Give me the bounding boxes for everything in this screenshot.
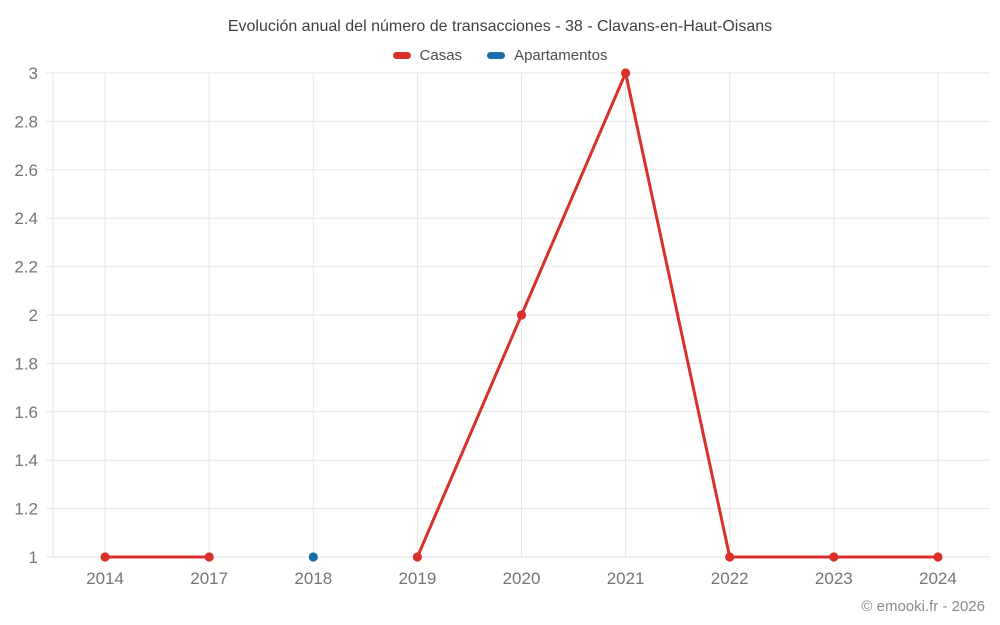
data-point-apartamentos-2018[interactable] [308,552,318,562]
data-point-casas-2020[interactable] [516,310,527,320]
y-axis-label: 1.6 [14,403,38,422]
x-axis-label: 2019 [398,569,436,588]
data-point-casas-2023[interactable] [829,552,839,562]
x-axis-label: 2014 [86,569,124,588]
y-axis-label: 2.8 [14,112,38,131]
legend-item-casas[interactable]: Casas [392,47,463,64]
x-axis-label: 2021 [607,569,645,588]
data-point-casas-2022[interactable] [725,552,735,562]
y-axis-label: 1.4 [14,451,38,470]
data-point-casas-2017[interactable] [204,552,214,562]
y-axis-label: 2.4 [14,209,38,228]
x-axis-label: 2020 [503,569,541,588]
y-axis-label: 3 [29,64,38,83]
x-axis-label: 2024 [919,569,957,588]
legend-item-apartamentos[interactable]: Apartamentos [487,47,607,64]
y-axis-label: 1.8 [14,354,38,373]
y-axis-label: 1 [29,548,38,567]
series-line-casas [415,71,940,559]
y-axis-label: 2 [29,306,38,325]
data-point-casas-2024[interactable] [933,552,943,562]
chart-title: Evolución anual del número de transaccio… [227,18,773,35]
y-axis-label: 2.2 [14,258,38,277]
legend: Casas Apartamentos [0,47,1000,64]
y-axis-label: 1.2 [14,500,38,519]
data-point-casas-2019[interactable] [412,552,422,562]
data-point-casas-2014[interactable] [100,552,110,562]
credit-text: © emooki.fr - 2026 [861,598,985,615]
legend-label-casas: Casas [419,47,463,64]
legend-label-apartamentos: Apartamentos [514,47,608,64]
x-axis-label: 2017 [190,569,228,588]
x-axis-label: 2018 [294,569,332,588]
legend-swatch-apartamentos [487,52,506,59]
data-point-casas-2021[interactable] [621,68,631,78]
x-axis-label: 2022 [711,569,749,588]
y-axis-label: 2.6 [14,161,38,180]
legend-swatch-casas [392,52,411,59]
x-axis-label: 2023 [815,569,853,588]
